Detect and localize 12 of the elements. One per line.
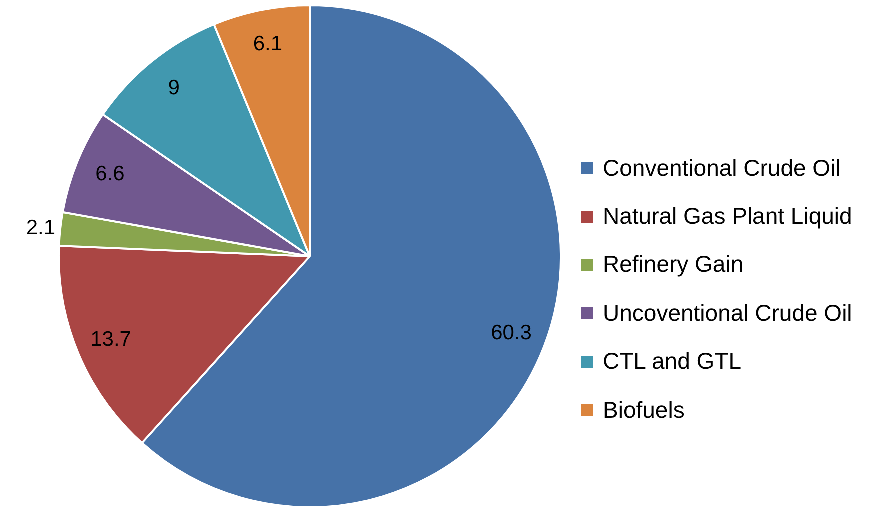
data-label: 60.3: [491, 322, 532, 345]
data-label: 6.6: [96, 162, 125, 186]
legend-label: Natural Gas Plant Liquid: [603, 203, 852, 230]
data-label: 6.1: [253, 32, 283, 56]
legend-label: Refinery Gain: [603, 251, 744, 278]
data-label: 9: [168, 76, 180, 100]
legend-label: Uncoventional Crude Oil: [603, 300, 852, 327]
legend-label: Conventional Crude Oil: [603, 154, 841, 182]
data-label: 13.7: [90, 328, 132, 352]
data-label: 2.1: [26, 216, 56, 240]
legend-label: CTL and GTL: [603, 348, 742, 376]
legend-label: Biofuels: [603, 396, 685, 424]
